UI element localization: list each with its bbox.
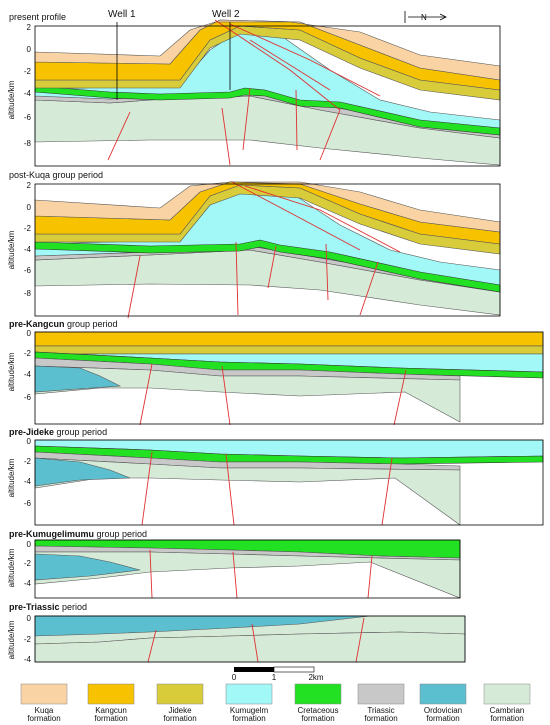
pre-jideke-strata <box>34 439 544 526</box>
legend-item-kumugelm: Kumugelm formation <box>225 683 273 723</box>
scale-label: 0 <box>232 673 237 682</box>
tick: -8 <box>24 289 32 298</box>
tick: 2 <box>27 23 32 32</box>
panel-title: post-Kuqa group period <box>9 170 103 180</box>
tick: 0 <box>27 437 32 446</box>
well-1-label: Well 1 <box>108 9 136 20</box>
legend-swatch <box>87 683 135 705</box>
svg-text:Cretaceous: Cretaceous <box>298 706 339 715</box>
legend-item-kuqa: Kuqa formation <box>20 683 68 723</box>
svg-text:formation: formation <box>232 714 265 723</box>
tick: -4 <box>24 477 32 486</box>
panel-pre-kumugelimumu: pre-Kumugelimumu group period altitude/k… <box>7 529 461 599</box>
panel-post-kuqa: post-Kuqa group period altitude/km 2 0 <box>7 170 501 319</box>
tick: -6 <box>24 499 32 508</box>
legend-item-triassic: Triassic formation <box>357 683 405 723</box>
svg-text:formation: formation <box>426 714 459 723</box>
legend-swatch <box>357 683 405 705</box>
pre-kangcun-strata <box>34 331 544 426</box>
svg-text:Cambrian: Cambrian <box>490 706 525 715</box>
scale-label: 1 <box>272 673 277 682</box>
north-arrow-icon <box>404 11 447 23</box>
y-axis-label: altitude/km <box>7 230 16 269</box>
tick: 0 <box>27 614 32 623</box>
panel-pre-triassic: pre-Triassic period altitude/km 0 -2 -4 <box>7 602 466 664</box>
y-axis-label: altitude/km <box>7 620 16 659</box>
tick: 0 <box>27 540 32 549</box>
well-2-label: Well 2 <box>212 9 240 20</box>
legend-item-ordovician: Ordovician formation <box>419 683 467 723</box>
y-axis-label: altitude/km <box>7 548 16 587</box>
pre-triassic-strata <box>34 615 466 663</box>
panel-title: pre-Kumugelimumu group period <box>9 529 147 539</box>
panel-pre-jideke: pre-Jideke group period altitude/km 0 -2… <box>7 427 544 526</box>
pre-kumugelimumu-strata <box>34 539 461 599</box>
tick: -4 <box>24 245 32 254</box>
svg-text:formation: formation <box>163 714 196 723</box>
svg-text:Kangcun: Kangcun <box>95 706 127 715</box>
panel-title: pre-Jideke group period <box>9 427 107 437</box>
tick: -2 <box>24 224 32 233</box>
legend-swatch <box>419 683 467 705</box>
panel-title: pre-Triassic period <box>9 602 87 612</box>
scale-label: 2km <box>308 673 323 682</box>
legend-swatch <box>20 683 68 705</box>
svg-text:formation: formation <box>301 714 334 723</box>
tick: 2 <box>27 181 32 190</box>
panel-pre-kangcun: pre-Kangcun group period altitude/km 0 -… <box>7 319 544 426</box>
svg-text:Kuqa: Kuqa <box>35 706 54 715</box>
tick: -6 <box>24 113 32 122</box>
svg-text:Kumugelm: Kumugelm <box>230 706 269 715</box>
svg-text:formation: formation <box>94 714 127 723</box>
legend-swatch <box>156 683 204 705</box>
tick: 0 <box>27 329 32 338</box>
legend-swatch <box>483 683 531 705</box>
tick: -4 <box>24 89 32 98</box>
tick: -4 <box>24 655 32 664</box>
tick: -2 <box>24 457 32 466</box>
tick: -6 <box>24 393 32 402</box>
tick: -4 <box>24 579 32 588</box>
y-axis-label: altitude/km <box>7 458 16 497</box>
tick: -6 <box>24 266 32 275</box>
svg-text:Triassic: Triassic <box>367 706 394 715</box>
post-kuqa-strata <box>34 181 501 319</box>
north-label: N <box>421 13 427 22</box>
legend-item-jideke: Jideke formation <box>156 683 204 723</box>
panel-present-profile: present profile Well 1 Well 2 N <box>7 9 501 167</box>
legend-swatch <box>225 683 273 705</box>
legend-swatch <box>294 683 342 705</box>
scale-bar: 0 1 2km <box>232 666 324 682</box>
tick: -4 <box>24 370 32 379</box>
panel-title: pre-Kangcun group period <box>9 319 118 329</box>
legend-item-kangcun: Kangcun formation <box>87 683 135 723</box>
legend-item-cambrian: Cambrian formation <box>483 683 531 723</box>
svg-text:formation: formation <box>490 714 523 723</box>
tick: -2 <box>24 67 32 76</box>
svg-text:Jideke: Jideke <box>168 706 192 715</box>
legend: Kuqa formation Kangcun formation Jideke … <box>20 683 531 723</box>
y-axis-label: altitude/km <box>7 80 16 119</box>
tick: -8 <box>24 139 32 148</box>
svg-text:formation: formation <box>27 714 60 723</box>
svg-text:Ordovician: Ordovician <box>424 706 462 715</box>
tick: 0 <box>27 203 32 212</box>
svg-text:formation: formation <box>364 714 397 723</box>
y-axis-label: altitude/km <box>7 352 16 391</box>
tick: 0 <box>27 45 32 54</box>
tick: -2 <box>24 635 32 644</box>
legend-item-cretaceous: Cretaceous formation <box>294 683 342 723</box>
present-strata <box>34 19 501 166</box>
panel-title: present profile <box>9 12 66 22</box>
tick: -2 <box>24 349 32 358</box>
tick: -2 <box>24 559 32 568</box>
